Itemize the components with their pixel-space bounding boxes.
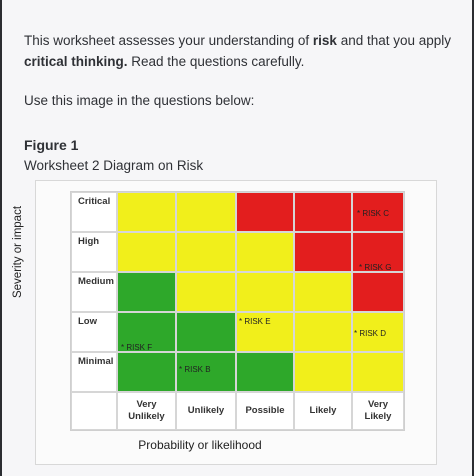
risk-marker-riskb: * RISK B [179,365,211,374]
risk-marker-riskf: * RISK F [121,343,153,352]
matrix-cell-minimal-3 [236,352,294,392]
row-label-high: High [71,232,117,272]
matrix-cell-high-1 [117,232,176,272]
matrix-cell-low-1: * RISK F [117,312,176,352]
figure-subtitle: Worksheet 2 Diagram on Risk [24,158,204,173]
column-label-1: Very Unlikely [117,392,176,430]
matrix-cell-low-4 [294,312,352,352]
matrix-cell-minimal-2: * RISK B [176,352,236,392]
risk-matrix: Critical * RISK C High * RISK G Medium Low * R… [70,191,405,431]
row-label-medium: Medium [71,272,117,312]
risk-marker-riskc: * RISK C [357,209,390,218]
matrix-cell-critical-3 [236,192,294,232]
matrix-cell-medium-1 [117,272,176,312]
intro-text-2: and that you apply [336,33,452,48]
column-label-3: Possible [236,392,294,430]
matrix-cell-critical-5: * RISK C [352,192,404,232]
use-image-instruction: Use this image in the questions below: [24,93,255,108]
intro-bold-critical-thinking: critical thinking. [24,54,128,69]
matrix-cell-low-2 [176,312,236,352]
intro-text-1: This worksheet assesses your understandi… [24,33,313,48]
matrix-cell-minimal-4 [294,352,352,392]
row-label-critical: Critical [71,192,117,232]
column-label-4: Likely [294,392,352,430]
intro-bold-risk: risk [312,33,337,48]
intro-text-3: Read the questions carefully. [127,54,305,69]
matrix-cell-high-5: * RISK G [352,232,404,272]
column-label-2: Unlikely [176,392,236,430]
risk-marker-riske: * RISK E [239,317,271,326]
matrix-cell-high-2 [176,232,236,272]
matrix-cell-high-4 [294,232,352,272]
matrix-cell-minimal-5 [352,352,404,392]
matrix-cell-low-5: * RISK D [352,312,404,352]
matrix-cell-critical-2 [176,192,236,232]
intro-paragraph: This worksheet assesses your understandi… [24,30,454,72]
matrix-cell-medium-2 [176,272,236,312]
row-label-minimal: Minimal [71,352,117,392]
y-axis-label: Severity or impact [12,205,24,299]
matrix-cell-medium-5 [352,272,404,312]
matrix-cell-critical-1 [117,192,176,232]
matrix-corner [71,392,117,430]
risk-marker-riskd: * RISK D [354,329,387,338]
matrix-cell-medium-4 [294,272,352,312]
figure-title: Figure 1 [24,137,79,153]
matrix-cell-critical-4 [294,192,352,232]
matrix-cell-medium-3 [236,272,294,312]
matrix-cell-low-3: * RISK E [236,312,294,352]
matrix-cell-high-3 [236,232,294,272]
matrix-cell-minimal-1 [117,352,176,392]
risk-marker-riskg: * RISK G [359,263,392,272]
row-label-low: Low [71,312,117,352]
column-label-5: Very Likely [352,392,404,430]
x-axis-label: Probability or likelihood [138,438,262,452]
